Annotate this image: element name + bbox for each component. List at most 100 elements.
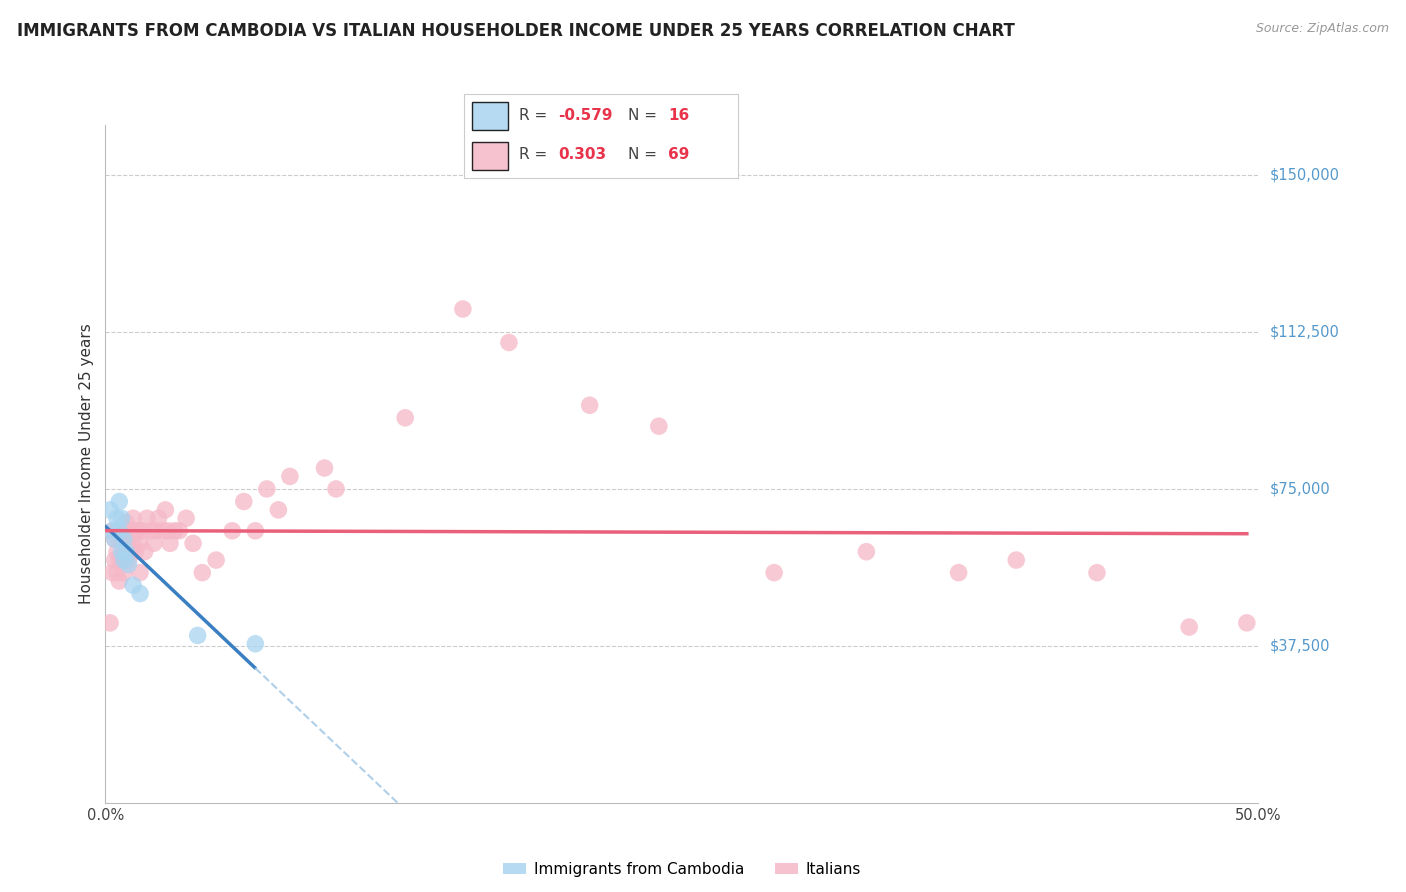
Text: 0.303: 0.303 — [558, 147, 607, 161]
Point — [108, 524, 131, 538]
Point — [104, 553, 127, 567]
Point — [120, 524, 142, 538]
Point — [122, 536, 145, 550]
Point — [115, 516, 138, 530]
Point — [110, 553, 132, 567]
Point — [855, 545, 877, 559]
Point — [124, 524, 146, 538]
Point — [141, 524, 163, 538]
Text: $37,500: $37,500 — [1270, 639, 1330, 653]
Point — [763, 566, 786, 580]
Text: 16: 16 — [668, 108, 689, 123]
Point — [105, 524, 128, 538]
Point — [115, 536, 138, 550]
Point — [117, 524, 139, 538]
Point — [1085, 566, 1108, 580]
Point — [122, 511, 145, 525]
Point — [394, 410, 416, 425]
Point — [181, 536, 204, 550]
Point — [142, 536, 165, 550]
Point — [112, 545, 135, 559]
Point — [120, 545, 142, 559]
Point — [578, 398, 600, 412]
Point — [159, 536, 181, 550]
Point — [155, 503, 177, 517]
Point — [101, 524, 124, 538]
Text: 69: 69 — [668, 147, 689, 161]
Point — [278, 469, 301, 483]
Point — [187, 628, 209, 642]
Point — [148, 511, 170, 525]
Point — [167, 524, 190, 538]
Y-axis label: Householder Income Under 25 years: Householder Income Under 25 years — [79, 324, 94, 604]
Point — [104, 532, 127, 546]
Point — [136, 511, 159, 525]
Point — [134, 545, 156, 559]
Point — [117, 553, 139, 567]
Point — [115, 545, 138, 559]
Point — [101, 524, 124, 538]
Legend: Immigrants from Cambodia, Italians: Immigrants from Cambodia, Italians — [498, 856, 866, 883]
Point — [245, 524, 267, 538]
Text: N =: N = — [628, 108, 662, 123]
Point — [163, 524, 186, 538]
Point — [112, 532, 135, 546]
FancyBboxPatch shape — [472, 103, 508, 130]
Text: IMMIGRANTS FROM CAMBODIA VS ITALIAN HOUSEHOLDER INCOME UNDER 25 YEARS CORRELATIO: IMMIGRANTS FROM CAMBODIA VS ITALIAN HOUS… — [17, 22, 1015, 40]
Point — [117, 532, 139, 546]
Point — [498, 335, 520, 350]
Point — [110, 524, 132, 538]
Point — [191, 566, 214, 580]
Point — [1005, 553, 1028, 567]
Point — [325, 482, 347, 496]
Point — [267, 503, 290, 517]
Point — [101, 566, 124, 580]
Point — [112, 524, 135, 538]
Point — [129, 586, 152, 600]
Text: $112,500: $112,500 — [1270, 325, 1340, 340]
Point — [648, 419, 671, 434]
Point — [124, 545, 146, 559]
Point — [127, 524, 149, 538]
Point — [129, 536, 152, 550]
Point — [108, 494, 131, 508]
Point — [221, 524, 243, 538]
Point — [152, 524, 174, 538]
Point — [205, 553, 228, 567]
Text: N =: N = — [628, 147, 662, 161]
Point — [156, 524, 179, 538]
Point — [108, 553, 131, 567]
Point — [115, 553, 138, 567]
Point — [948, 566, 970, 580]
Point — [245, 637, 267, 651]
Point — [105, 511, 128, 525]
Point — [131, 524, 153, 538]
FancyBboxPatch shape — [472, 142, 508, 169]
Point — [104, 532, 127, 546]
Text: $75,000: $75,000 — [1270, 482, 1330, 497]
Point — [1236, 615, 1258, 630]
Point — [314, 461, 336, 475]
Text: R =: R = — [519, 108, 553, 123]
Point — [105, 566, 128, 580]
Point — [108, 574, 131, 588]
Point — [145, 524, 167, 538]
Point — [174, 511, 197, 525]
Point — [112, 553, 135, 567]
Point — [110, 545, 132, 559]
Point — [110, 532, 132, 546]
Point — [98, 615, 121, 630]
Point — [451, 301, 474, 316]
Point — [1178, 620, 1201, 634]
Point — [232, 494, 254, 508]
Point — [129, 566, 152, 580]
Text: $150,000: $150,000 — [1270, 168, 1340, 183]
Point — [122, 578, 145, 592]
Point — [108, 532, 131, 546]
Point — [110, 511, 132, 525]
Point — [117, 558, 139, 572]
Text: R =: R = — [519, 147, 557, 161]
Point — [112, 566, 135, 580]
Text: Source: ZipAtlas.com: Source: ZipAtlas.com — [1256, 22, 1389, 36]
Text: -0.579: -0.579 — [558, 108, 613, 123]
